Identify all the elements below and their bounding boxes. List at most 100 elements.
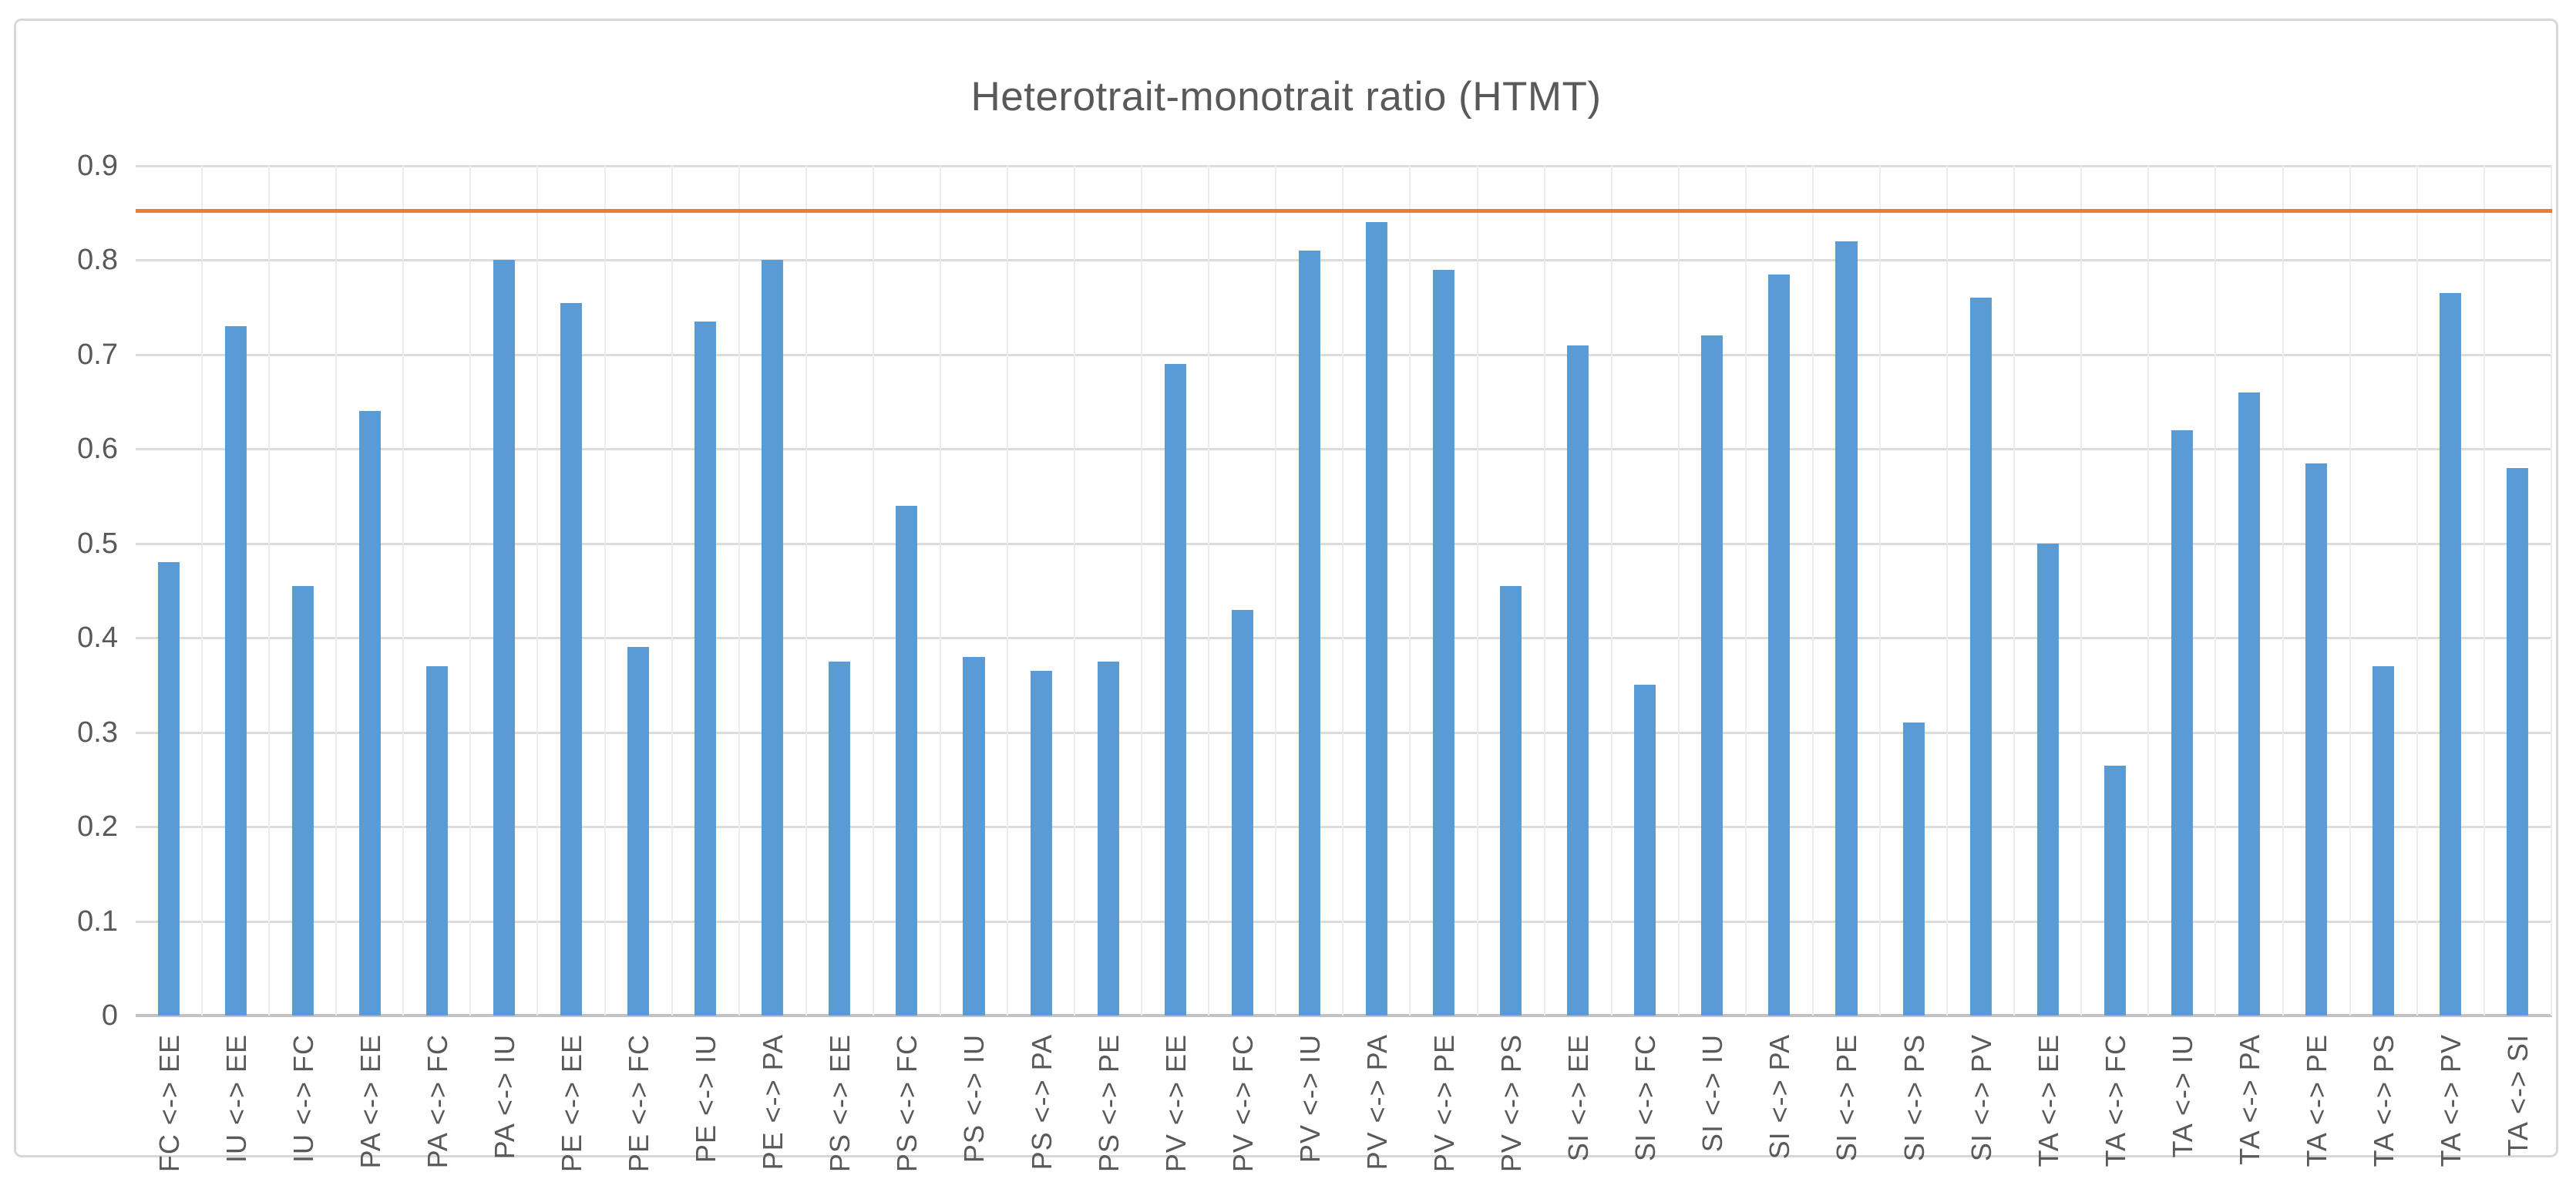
x-axis-label-text: IU <-> FC — [287, 1034, 319, 1164]
x-axis-label-text: PV <-> EE — [1159, 1034, 1192, 1173]
x-axis-label: TA <-> SI — [2485, 1023, 2552, 1179]
category-slot — [1478, 166, 1545, 1016]
category-slot — [1680, 166, 1747, 1016]
category-slot — [471, 166, 539, 1016]
x-axis-label: TA <-> PE — [2284, 1023, 2351, 1179]
bar — [1030, 671, 1052, 1016]
category-slot — [404, 166, 472, 1016]
x-axis-label: IU <-> FC — [270, 1023, 337, 1179]
bar — [2373, 665, 2395, 1016]
bar — [1097, 661, 1119, 1016]
x-axis-label: PE <-> PA — [740, 1023, 807, 1179]
category-slot — [2149, 166, 2217, 1016]
category-slot — [2351, 166, 2418, 1016]
bar — [1768, 274, 1791, 1016]
category-slot — [1881, 166, 1949, 1016]
x-axis-label: PV <-> PE — [1411, 1023, 1478, 1179]
bar — [1567, 345, 1589, 1016]
category-slot — [807, 166, 874, 1016]
x-axis-label: TA <-> PS — [2351, 1023, 2418, 1179]
x-axis-label: SI <-> EE — [1545, 1023, 1613, 1179]
y-axis-tick-label: 0.1 — [77, 904, 118, 938]
category-slot — [1209, 166, 1277, 1016]
category-slot — [2284, 166, 2351, 1016]
h-gridline — [136, 448, 2552, 451]
y-axis-tick-label: 0.5 — [77, 527, 118, 560]
x-axis-label-text: PV <-> FC — [1226, 1034, 1259, 1173]
category-slot — [538, 166, 606, 1016]
x-axis-label-text: TA <-> IU — [2166, 1034, 2198, 1158]
h-gridline — [136, 259, 2552, 262]
x-axis-label-text: TA <-> PV — [2435, 1034, 2467, 1167]
bar — [2305, 463, 2328, 1016]
y-axis-tick-label: 0.7 — [77, 338, 118, 371]
x-axis-label-text: SI <-> FC — [1629, 1034, 1662, 1162]
x-axis-label: PA <-> IU — [471, 1023, 538, 1179]
x-axis: FC <-> EE IU <-> EE IU <-> FC PA <-> EE PA <… — [136, 1023, 2552, 1179]
bar — [2104, 765, 2126, 1016]
x-axis-label: PE <-> IU — [673, 1023, 740, 1179]
bar — [291, 585, 314, 1016]
bar — [2507, 467, 2529, 1016]
x-axis-label: SI <-> FC — [1613, 1023, 1680, 1179]
x-axis-line — [136, 1014, 2552, 1017]
x-axis-label-text: SI <-> EE — [1562, 1034, 1595, 1162]
y-axis-tick-label: 0 — [101, 999, 118, 1032]
bar — [224, 326, 247, 1016]
x-axis-label-text: SI <-> PS — [1898, 1034, 1930, 1162]
category-slot — [1613, 166, 1680, 1016]
x-axis-label-text: PV <-> IU — [1293, 1034, 1326, 1164]
grid-layer — [136, 165, 2552, 1017]
bar — [157, 562, 180, 1016]
x-axis-label-text: PS <-> PE — [1092, 1034, 1125, 1173]
x-axis-label-text: SI <-> PA — [1764, 1034, 1796, 1160]
x-axis-label: PS <-> IU — [941, 1023, 1008, 1179]
category-slot — [1814, 166, 1882, 1016]
chart-frame: Heterotrait-monotrait ratio (HTMT) 0.9 0.… — [14, 19, 2558, 1172]
y-axis-tick-label: 0.9 — [77, 150, 118, 182]
category-slot — [203, 166, 271, 1016]
x-axis-label-text: PA <-> IU — [488, 1034, 520, 1160]
bar — [2440, 293, 2462, 1016]
x-axis-label-text: SI <-> IU — [1697, 1034, 1729, 1153]
category-slot — [2216, 166, 2284, 1016]
x-axis-label: PE <-> FC — [606, 1023, 673, 1179]
x-axis-label-text: PE <-> FC — [623, 1034, 655, 1173]
bar — [1365, 222, 1387, 1016]
bar — [1231, 609, 1253, 1016]
x-axis-label-text: PV <-> PS — [1495, 1034, 1528, 1173]
x-axis-label: PA <-> FC — [404, 1023, 471, 1179]
bar — [2238, 392, 2260, 1016]
x-axis-label-text: TA <-> FC — [2099, 1034, 2131, 1167]
x-axis-label: TA <-> IU — [2149, 1023, 2216, 1179]
category-slot — [2418, 166, 2485, 1016]
category-slot — [2485, 166, 2552, 1016]
bar — [425, 665, 448, 1016]
category-slot — [270, 166, 338, 1016]
y-axis-tick-label: 0.6 — [77, 433, 118, 466]
category-slot — [2082, 166, 2150, 1016]
x-axis-label: PS <-> EE — [807, 1023, 874, 1179]
x-axis-label-text: PV <-> PA — [1360, 1034, 1393, 1171]
h-gridline — [136, 731, 2552, 734]
x-axis-label: SI <-> PS — [1881, 1023, 1948, 1179]
bar — [1164, 364, 1186, 1016]
x-axis-label-text: TA <-> PS — [2368, 1034, 2400, 1167]
bar — [1634, 685, 1656, 1016]
x-axis-label: TA <-> EE — [2015, 1023, 2082, 1179]
bar — [358, 411, 381, 1016]
category-slot — [1142, 166, 1210, 1016]
y-axis: 0.9 0.8 0.7 0.6 0.5 0.4 0.3 0.2 0.1 0 — [32, 151, 118, 1030]
x-axis-label-text: IU <-> EE — [220, 1034, 252, 1164]
bar — [896, 505, 918, 1016]
x-axis-label: PV <-> PS — [1478, 1023, 1545, 1179]
x-axis-label: SI <-> PV — [1948, 1023, 2015, 1179]
x-axis-label: PA <-> EE — [337, 1023, 404, 1179]
x-axis-label: TA <-> PA — [2216, 1023, 2283, 1179]
category-slot — [136, 166, 203, 1016]
x-axis-label-text: TA <-> EE — [2032, 1034, 2064, 1167]
x-axis-label: SI <-> PE — [1814, 1023, 1881, 1179]
category-slot — [337, 166, 405, 1016]
category-slot — [1747, 166, 1814, 1016]
x-axis-label-text: SI <-> PV — [1965, 1034, 1997, 1162]
